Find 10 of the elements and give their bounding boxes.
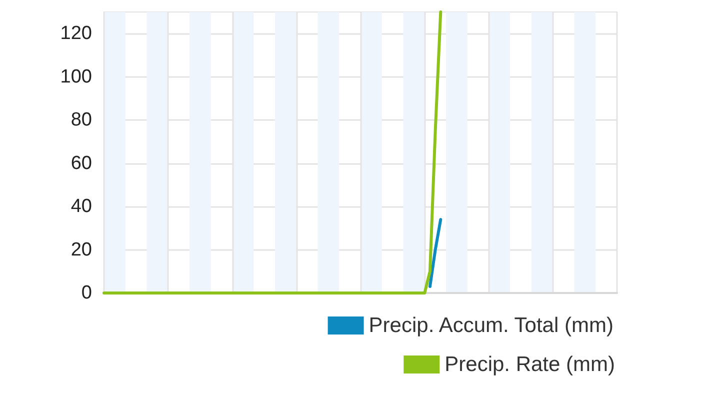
y-tick-label: 100 bbox=[60, 66, 92, 88]
y-tick-label: 120 bbox=[60, 23, 92, 44]
y-tick-label: 60 bbox=[70, 152, 92, 174]
legend-label: Precip. Rate (mm) bbox=[444, 353, 615, 376]
y-tick-label: 40 bbox=[70, 196, 92, 218]
legend-label: Precip. Accum. Total (mm) bbox=[368, 314, 614, 337]
y-tick-label: 0 bbox=[81, 282, 92, 304]
y-tick-label: 20 bbox=[70, 239, 92, 260]
y-tick-label: 80 bbox=[70, 110, 92, 131]
line-series bbox=[102, 10, 442, 294]
